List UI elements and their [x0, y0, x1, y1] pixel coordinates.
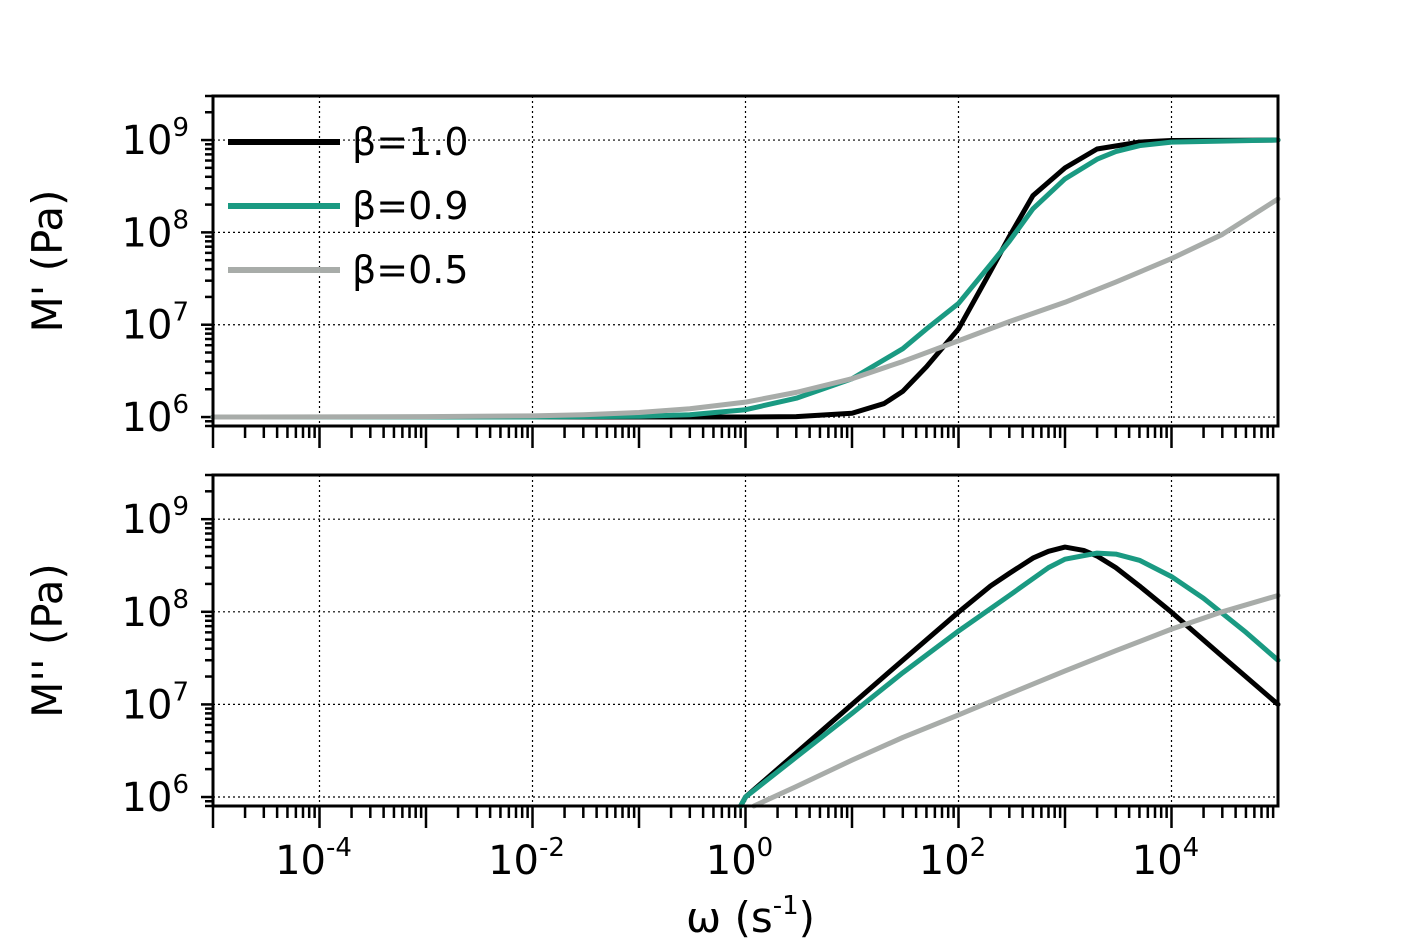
y-tick-label: 107: [122, 298, 189, 349]
legend-label-2: β=0.5: [352, 248, 469, 292]
top-panel: 106 107 108 109 M' (Pa) β=1.0 β=0.9 β=0.5: [23, 94, 1281, 448]
y-tick-label: 108: [122, 585, 189, 636]
x-tick-label: 104: [1132, 833, 1199, 884]
y-tick-label: 109: [122, 113, 189, 164]
x-axis-label: ω (s-1): [686, 891, 815, 942]
series-line-1: [738, 550, 1281, 809]
bottom-panel: 106 107 108 109 10-4 10-2 100 102 104 M'' (Pa) ω (…: [23, 473, 1281, 942]
series-line-2: [210, 196, 1281, 420]
x-tick-label: 100: [706, 833, 773, 884]
legend-label-1: β=0.9: [352, 184, 469, 228]
y-tick-label: 108: [122, 205, 189, 256]
y-tick-label: 106: [122, 770, 189, 821]
x-tick-label: 102: [919, 833, 986, 884]
y-tick-label: 109: [122, 492, 189, 543]
x-tick-label: 10-2: [488, 833, 565, 884]
x-tick-label: 10-4: [275, 833, 352, 884]
plot-frame: [211, 473, 1280, 808]
series-line-1: [210, 137, 1281, 420]
plot-frame: [211, 94, 1280, 428]
y-tick-label: 107: [122, 677, 189, 728]
y-axis-label: M' (Pa): [23, 189, 72, 332]
legend-label-0: β=1.0: [352, 120, 469, 164]
legend: β=1.0 β=0.9 β=0.5: [228, 120, 469, 292]
y-axis-label: M'' (Pa): [23, 563, 72, 718]
y-tick-label: 106: [122, 390, 189, 441]
series-line-2: [751, 592, 1281, 809]
series-line-0: [738, 544, 1281, 809]
